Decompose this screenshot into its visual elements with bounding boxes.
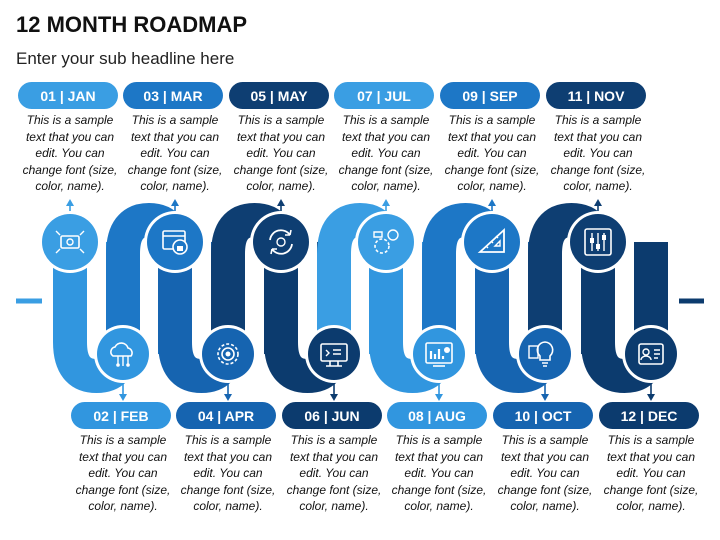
- refresh-globe-icon: [269, 229, 293, 255]
- arrow-connector: [488, 199, 496, 212]
- month-description: This is a sample text that you can edit.…: [233, 113, 329, 193]
- analytics-chart-icon: [425, 342, 453, 367]
- sliders-icon: [584, 228, 612, 256]
- month-pill: 10 | OCT: [493, 402, 593, 429]
- milestone-circle: [250, 211, 312, 273]
- arrow-connector: [277, 199, 285, 212]
- arrow-connector: [330, 382, 338, 401]
- month-pill: 11 | NOV: [546, 82, 646, 109]
- month-pill: 03 | MAR: [123, 82, 223, 109]
- milestone-circle: [39, 211, 101, 273]
- monitor-dashboard-icon: [320, 343, 348, 367]
- arrow-connector: [594, 199, 602, 212]
- milestone-circle: [94, 325, 152, 383]
- milestone-circle: [305, 325, 363, 383]
- month-description: This is a sample text that you can edit.…: [603, 433, 699, 513]
- ruler-triangle-icon: [477, 227, 505, 253]
- month-description: This is a sample text that you can edit.…: [286, 433, 382, 513]
- milestone-circle: [461, 211, 523, 273]
- page-subtitle: Enter your sub headline here: [16, 49, 235, 68]
- arrow-connector: [171, 199, 179, 212]
- month-pill: 07 | JUL: [334, 82, 434, 109]
- lightbulb-idea-icon: [528, 341, 554, 367]
- month-pill: 06 | JUN: [282, 402, 382, 429]
- month-description: This is a sample text that you can edit.…: [497, 433, 593, 513]
- arrow-connector: [382, 199, 390, 212]
- month-pill: 05 | MAY: [229, 82, 329, 109]
- milestone-circle: [355, 211, 417, 273]
- id-card-icon: [638, 343, 664, 365]
- milestone-circle: [622, 325, 680, 383]
- browser-security-icon: [162, 230, 188, 255]
- arrow-connector: [224, 382, 232, 401]
- month-pill: 04 | APR: [176, 402, 276, 429]
- milestone-circle: [410, 325, 468, 383]
- month-pill: 01 | JAN: [18, 82, 118, 109]
- month-description: This is a sample text that you can edit.…: [127, 113, 223, 193]
- month-pill: 02 | FEB: [71, 402, 171, 429]
- month-description: This is a sample text that you can edit.…: [22, 113, 118, 193]
- page-title: 12 MONTH ROADMAP: [16, 12, 248, 37]
- milestone-circle: [516, 325, 574, 383]
- arrow-connector: [119, 382, 127, 401]
- milestone-circle: [199, 325, 257, 383]
- workflow-gear-icon: [373, 229, 399, 254]
- month-description: This is a sample text that you can edit.…: [391, 433, 487, 513]
- month-description: This is a sample text that you can edit.…: [444, 113, 540, 193]
- arrow-connector: [435, 382, 443, 401]
- month-description: This is a sample text that you can edit.…: [180, 433, 276, 513]
- month-description: This is a sample text that you can edit.…: [75, 433, 171, 513]
- month-pill: 09 | SEP: [440, 82, 540, 109]
- month-pill: 08 | AUG: [387, 402, 487, 429]
- arrow-connector: [647, 382, 655, 401]
- milestone-circle: [144, 211, 206, 273]
- arrow-connector: [66, 199, 74, 212]
- milestone-circle: [567, 211, 629, 273]
- gear-settings-icon: [217, 343, 239, 365]
- month-description: This is a sample text that you can edit.…: [338, 113, 434, 193]
- cloud-network-icon: [110, 342, 133, 367]
- arrow-connector: [541, 382, 549, 401]
- money-transfer-icon: [55, 230, 85, 254]
- month-pill: 12 | DEC: [599, 402, 699, 429]
- month-description: This is a sample text that you can edit.…: [550, 113, 646, 193]
